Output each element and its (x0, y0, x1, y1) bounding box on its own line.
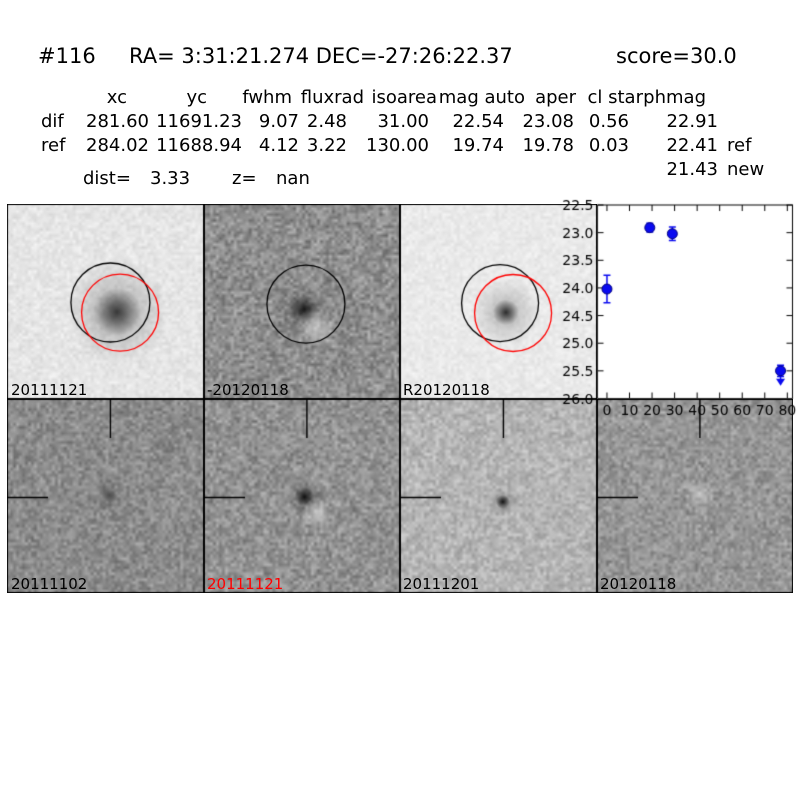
dif-aper: 23.08 (522, 111, 574, 132)
dif-fluxrad: 2.48 (306, 111, 347, 132)
cutout-label-ref: R20120118 (403, 381, 490, 399)
col-header-cl-star: cl star (587, 87, 644, 108)
ref-cl-star: 0.03 (588, 135, 629, 156)
cutout-epoch-20111121 (204, 399, 400, 593)
cutout-label-20111102: 20111102 (11, 575, 88, 593)
new-phmag-suffix: new (727, 159, 765, 180)
dist-label: dist= (83, 168, 131, 189)
dif-yc: 11691.23 (156, 111, 242, 132)
col-header-xc: xc (106, 87, 127, 108)
cutout-label-20111121-new: 20111121 (11, 381, 88, 399)
cutout-label-20111201: 20111201 (403, 575, 480, 593)
z-label: z= (232, 168, 257, 189)
cutout-epoch-20111201 (400, 399, 597, 593)
dif-xc: 281.60 (86, 111, 149, 132)
col-header-fwhm: fwhm (242, 87, 292, 108)
cutout-epoch-20111102 (7, 399, 204, 593)
candidate-coords: RA= 3:31:21.274 DEC=-27:26:22.37 (129, 44, 513, 68)
col-header-fluxrad: fluxrad (300, 87, 364, 108)
ref-xc: 284.02 (86, 135, 149, 156)
dif-mag-auto: 22.54 (452, 111, 504, 132)
row-label-dif: dif (41, 111, 64, 132)
candidate-score: score=30.0 (616, 44, 737, 68)
cutout-new-epoch-20111121 (7, 204, 204, 399)
ref-aper: 19.78 (522, 135, 574, 156)
ref-phmag-suffix: ref (727, 135, 752, 156)
cutout-label-diff: -20120118 (207, 381, 289, 399)
ref-phmag: 22.41 (666, 135, 718, 156)
ref-yc: 11688.94 (156, 135, 242, 156)
z-value: nan (276, 168, 310, 189)
col-header-mag-auto: mag auto (438, 87, 525, 108)
cutout-label-20120118: 20120118 (600, 575, 677, 593)
col-header-aper: aper (535, 87, 576, 108)
dif-isoarea: 31.00 (377, 111, 429, 132)
dif-cl-star: 0.56 (588, 111, 629, 132)
ref-mag-auto: 19.74 (452, 135, 504, 156)
ref-fwhm: 4.12 (258, 135, 299, 156)
new-phmag: 21.43 (666, 159, 718, 180)
col-header-phmag: phmag (643, 87, 706, 108)
dif-phmag: 22.91 (666, 111, 718, 132)
ref-fluxrad: 3.22 (306, 135, 347, 156)
cutout-label-20111121-red: 20111121 (207, 575, 284, 593)
row-label-ref: ref (41, 135, 66, 156)
candidate-id: #116 (38, 44, 96, 68)
dist-value: 3.33 (150, 168, 191, 189)
col-header-yc: yc (186, 87, 207, 108)
col-header-isoarea: isoarea (371, 87, 437, 108)
cutout-diff-20120118 (204, 204, 400, 399)
ref-isoarea: 130.00 (366, 135, 429, 156)
cutout-epoch-20120118 (597, 399, 793, 593)
light-curve-plot (505, 195, 800, 430)
dif-fwhm: 9.07 (258, 111, 299, 132)
